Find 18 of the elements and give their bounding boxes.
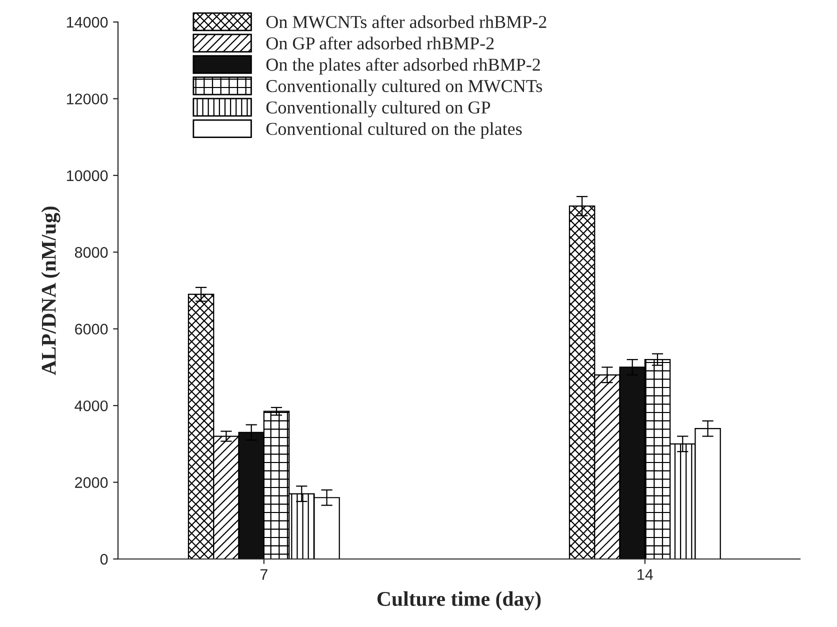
y-tick-label: 2000 (75, 477, 108, 488)
legend-label: On GP after adsorbed rhBMP-2 (266, 36, 494, 50)
legend-label: Conventional cultured on the plates (266, 122, 522, 139)
legend-label: Conventionally cultured on MWCNTs (266, 79, 542, 96)
y-axis-title: ALP/DNA (nM/ug) (41, 206, 60, 376)
y-tick-label: 10000 (66, 170, 108, 182)
legend-label: On the plates after adsorbed rhBMP-2 (266, 58, 540, 74)
x-axis-title: Culture time (day) (377, 591, 541, 610)
x-tick-label: 7 (260, 569, 268, 580)
x-tick-label: 14 (638, 569, 653, 580)
legend-label: On MWCNTs after adsorbed rhBMP-2 (266, 15, 546, 28)
y-tick-label: 4000 (74, 400, 108, 412)
y-tick-label: 14000 (66, 16, 108, 28)
y-tick-label: 12000 (66, 94, 108, 104)
y-tick-label: 0 (100, 554, 108, 565)
legend-label: Conventionally cultured on GP (266, 100, 490, 118)
y-tick-label: 8000 (74, 247, 108, 258)
y-tick-label: 6000 (75, 324, 108, 335)
